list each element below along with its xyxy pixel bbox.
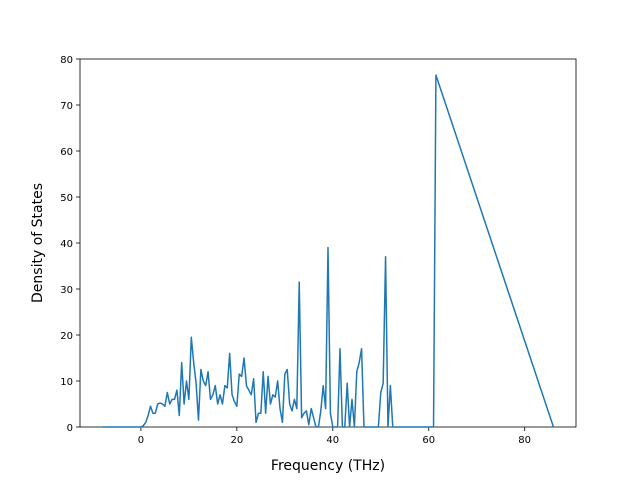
y-tick-label: 60 xyxy=(60,147,73,158)
y-tick-label: 80 xyxy=(60,55,73,66)
y-tick-label: 20 xyxy=(60,331,73,342)
x-tick-label: 40 xyxy=(326,435,339,446)
y-axis-label: Density of States xyxy=(30,183,46,303)
x-axis-label: Frequency (THz) xyxy=(271,458,385,474)
x-tick-label: 80 xyxy=(518,435,531,446)
y-tick-label: 70 xyxy=(60,101,73,112)
y-tick-label: 0 xyxy=(67,423,73,434)
y-tick-label: 10 xyxy=(60,377,73,388)
x-tick-label: 60 xyxy=(422,435,435,446)
y-tick-label: 50 xyxy=(60,193,73,204)
data-line xyxy=(102,74,555,428)
x-tick-label: 0 xyxy=(138,435,144,446)
plot-frame xyxy=(79,58,577,428)
y-tick-label: 30 xyxy=(60,285,73,296)
x-tick-label: 20 xyxy=(230,435,243,446)
y-tick-label: 40 xyxy=(60,239,73,250)
